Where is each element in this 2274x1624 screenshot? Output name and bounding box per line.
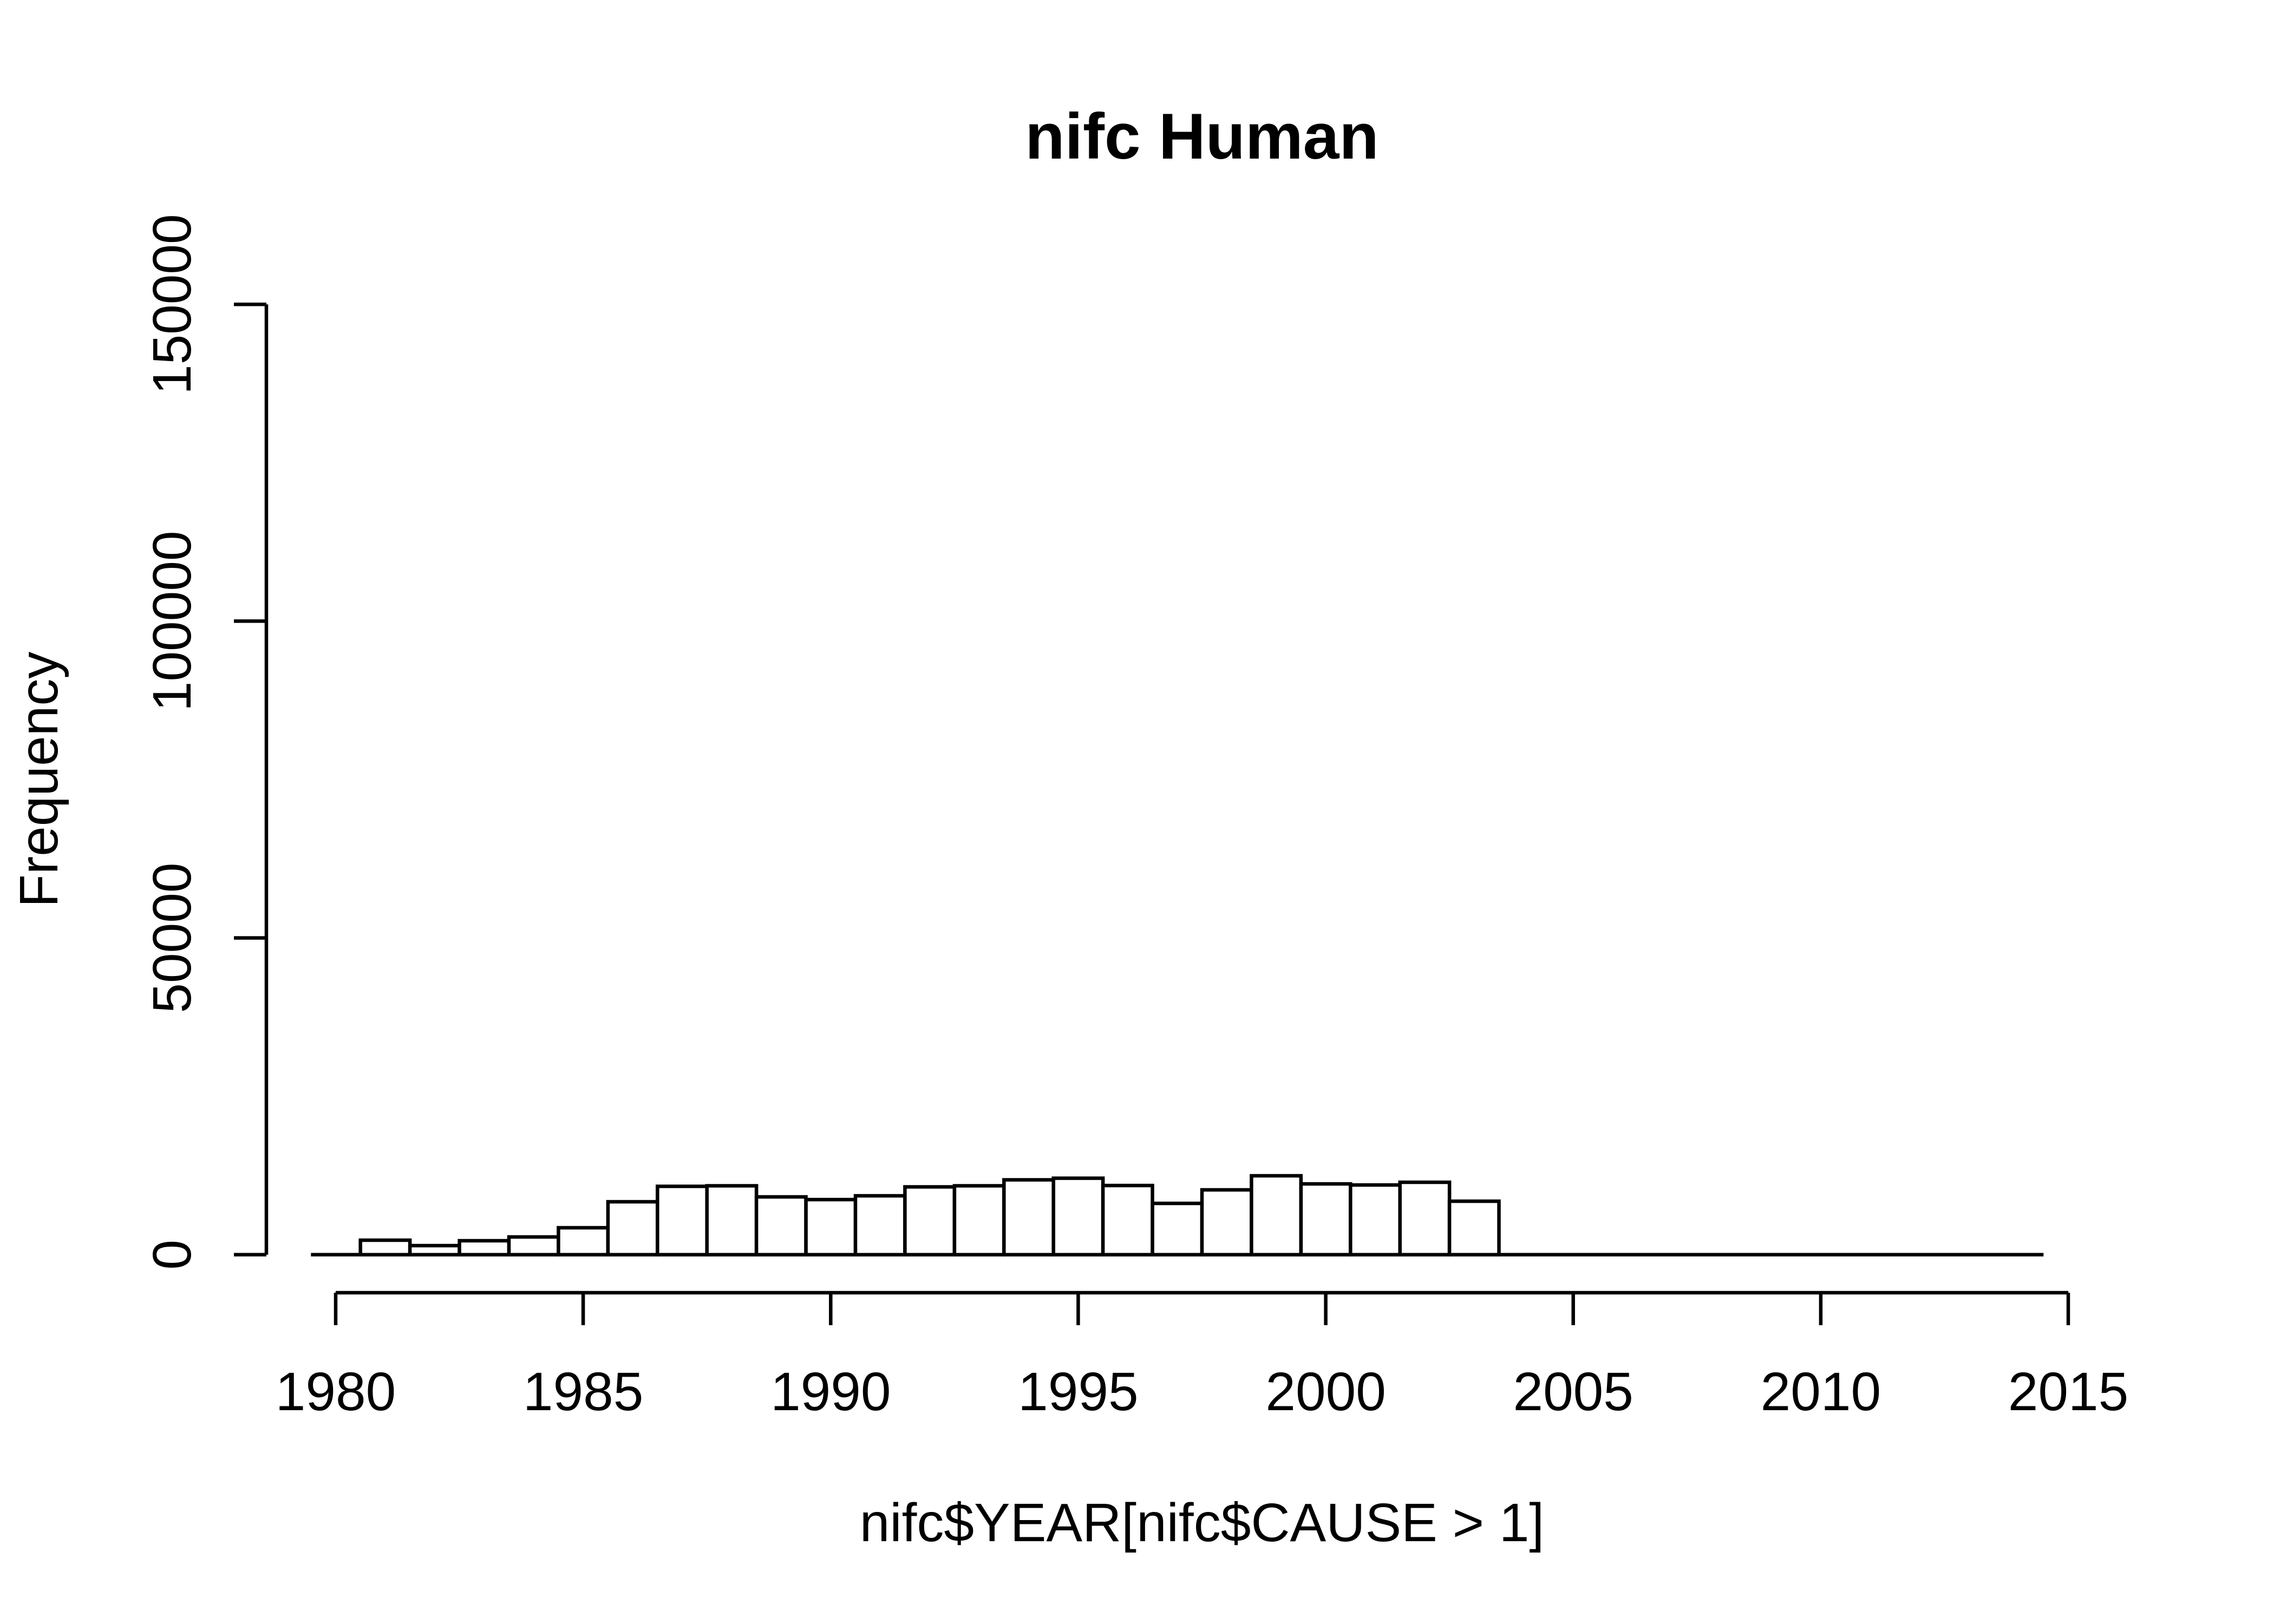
svg-text:50000: 50000	[142, 863, 202, 1013]
svg-text:nifc$YEAR[nifc$CAUSE > 1]: nifc$YEAR[nifc$CAUSE > 1]	[860, 1492, 1544, 1553]
svg-text:1995: 1995	[1018, 1361, 1138, 1422]
svg-text:0: 0	[142, 1240, 202, 1270]
svg-text:150000: 150000	[142, 214, 202, 395]
svg-text:2015: 2015	[2008, 1361, 2128, 1422]
svg-text:2005: 2005	[1513, 1361, 1633, 1422]
svg-text:1980: 1980	[276, 1361, 396, 1422]
svg-text:nifc Human: nifc Human	[1025, 100, 1378, 173]
svg-text:2010: 2010	[1761, 1361, 1881, 1422]
svg-text:1990: 1990	[770, 1361, 891, 1422]
svg-text:Frequency: Frequency	[9, 652, 69, 907]
svg-text:100000: 100000	[142, 531, 202, 712]
svg-text:1985: 1985	[523, 1361, 643, 1422]
svg-text:2000: 2000	[1265, 1361, 1386, 1422]
